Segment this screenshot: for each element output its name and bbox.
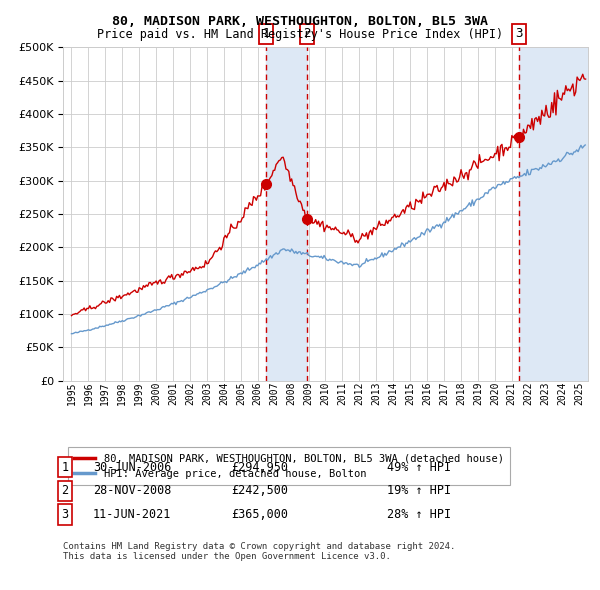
Text: Price paid vs. HM Land Registry's House Price Index (HPI): Price paid vs. HM Land Registry's House …: [97, 28, 503, 41]
Text: 30-JUN-2006: 30-JUN-2006: [93, 461, 172, 474]
Text: 2: 2: [61, 484, 68, 497]
Text: 3: 3: [61, 508, 68, 521]
Text: 2: 2: [304, 27, 311, 40]
Text: 80, MADISON PARK, WESTHOUGHTON, BOLTON, BL5 3WA: 80, MADISON PARK, WESTHOUGHTON, BOLTON, …: [112, 15, 488, 28]
Text: 19% ↑ HPI: 19% ↑ HPI: [387, 484, 451, 497]
Text: £365,000: £365,000: [231, 508, 288, 521]
Text: 28-NOV-2008: 28-NOV-2008: [93, 484, 172, 497]
Text: £242,500: £242,500: [231, 484, 288, 497]
Text: Contains HM Land Registry data © Crown copyright and database right 2024.
This d: Contains HM Land Registry data © Crown c…: [63, 542, 455, 561]
Bar: [519, 47, 588, 381]
Bar: [266, 47, 307, 381]
Text: 1: 1: [262, 27, 270, 40]
Text: £294,950: £294,950: [231, 461, 288, 474]
Text: 28% ↑ HPI: 28% ↑ HPI: [387, 508, 451, 521]
Text: 49% ↑ HPI: 49% ↑ HPI: [387, 461, 451, 474]
Legend: 80, MADISON PARK, WESTHOUGHTON, BOLTON, BL5 3WA (detached house), HPI: Average p: 80, MADISON PARK, WESTHOUGHTON, BOLTON, …: [68, 447, 510, 485]
Text: 1: 1: [61, 461, 68, 474]
Text: 3: 3: [515, 27, 523, 40]
Text: 11-JUN-2021: 11-JUN-2021: [93, 508, 172, 521]
